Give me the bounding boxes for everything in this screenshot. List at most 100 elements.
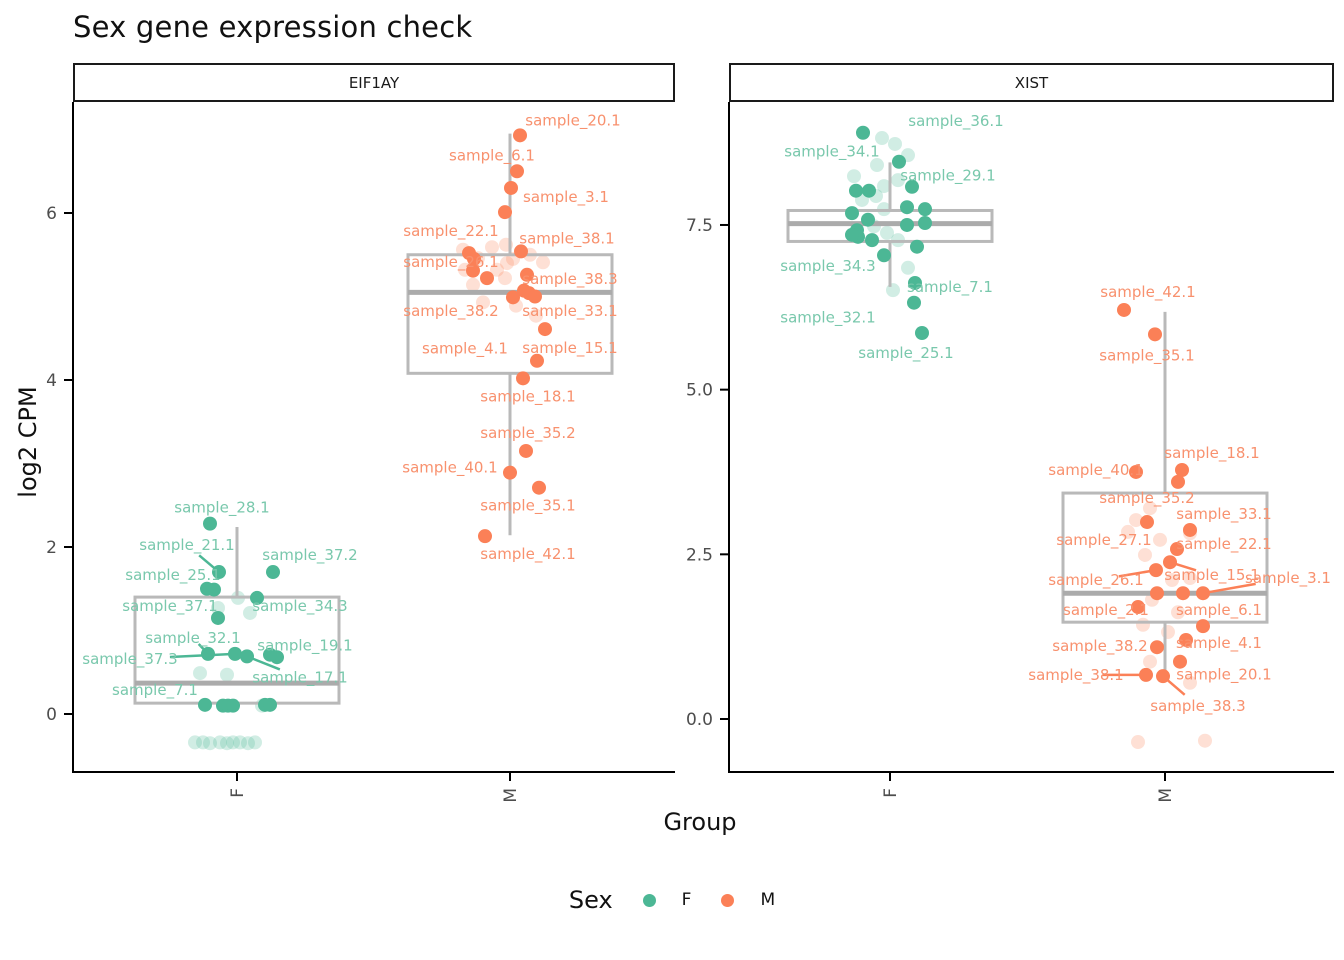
data-point bbox=[845, 227, 859, 242]
data-point bbox=[905, 179, 919, 194]
point-label: sample_34.3 bbox=[780, 257, 875, 276]
data-point bbox=[877, 248, 891, 263]
data-point bbox=[226, 698, 240, 713]
data-point bbox=[519, 443, 533, 458]
data-point bbox=[1131, 600, 1145, 615]
data-point bbox=[506, 290, 520, 305]
data-point bbox=[250, 590, 264, 605]
point-label: sample_15.1 bbox=[522, 339, 617, 358]
point-label: sample_42.1 bbox=[1100, 283, 1195, 302]
data-point bbox=[198, 697, 212, 712]
faint-data-point bbox=[233, 735, 247, 750]
y-tick-label: 7.5 bbox=[686, 216, 713, 236]
facet-strip-eif1ay: EIF1AY bbox=[73, 63, 675, 102]
y-tick-label: 4 bbox=[46, 371, 57, 391]
faint-data-point bbox=[248, 735, 262, 750]
data-point bbox=[520, 267, 534, 282]
faint-data-point bbox=[1171, 605, 1185, 620]
faint-data-point bbox=[529, 308, 543, 323]
point-label: sample_19.1 bbox=[257, 637, 352, 656]
data-point bbox=[908, 275, 922, 290]
faint-data-point bbox=[1131, 735, 1145, 750]
data-point bbox=[1150, 640, 1164, 655]
data-point bbox=[528, 289, 542, 304]
data-point bbox=[910, 239, 924, 254]
point-label: sample_25.1 bbox=[125, 566, 220, 585]
point-label: sample_40.1 bbox=[1048, 461, 1143, 480]
point-label: sample_26.1 bbox=[403, 253, 498, 272]
data-point bbox=[200, 581, 214, 596]
faint-data-point bbox=[500, 256, 514, 271]
faint-data-point bbox=[196, 735, 210, 750]
data-point bbox=[1176, 586, 1190, 601]
faint-data-point bbox=[1161, 625, 1175, 640]
data-point bbox=[478, 529, 492, 544]
data-point bbox=[212, 565, 226, 580]
y-tick-label: 0 bbox=[46, 705, 57, 725]
faint-data-point bbox=[211, 600, 225, 615]
legend-label-m: M bbox=[760, 890, 776, 910]
point-label: sample_27.1 bbox=[1056, 531, 1151, 550]
box bbox=[1061, 491, 1269, 624]
faint-data-point bbox=[1136, 617, 1150, 632]
faint-data-point bbox=[193, 666, 207, 681]
point-label: sample_6.1 bbox=[1176, 601, 1262, 620]
data-point bbox=[514, 244, 528, 259]
faint-data-point bbox=[203, 736, 217, 751]
point-label: sample_38.3 bbox=[522, 270, 617, 289]
data-point bbox=[892, 154, 906, 169]
faint-data-point bbox=[498, 271, 512, 286]
faint-data-point bbox=[536, 255, 550, 270]
faint-data-point bbox=[476, 295, 490, 310]
y-tick-label: 5.0 bbox=[686, 381, 713, 401]
x-tick-label: M bbox=[501, 788, 521, 803]
point-label: sample_20.1 bbox=[1176, 666, 1271, 685]
data-point bbox=[1196, 586, 1210, 601]
faint-data-point bbox=[466, 277, 480, 292]
faint-data-point bbox=[1153, 532, 1167, 547]
point-label: sample_22.1 bbox=[1176, 535, 1271, 554]
x-tick-label: M bbox=[1156, 788, 1176, 803]
data-point bbox=[1183, 522, 1197, 537]
faint-data-point bbox=[888, 136, 902, 151]
point-label: sample_38.2 bbox=[1052, 637, 1147, 656]
point-label: sample_18.1 bbox=[480, 387, 575, 406]
point-label: sample_18.1 bbox=[1164, 444, 1259, 463]
point-label: sample_42.1 bbox=[480, 545, 575, 564]
y-tick-label: 2.5 bbox=[686, 545, 713, 565]
data-point bbox=[516, 371, 530, 386]
data-point bbox=[1171, 474, 1185, 489]
point-label: sample_26.1 bbox=[1048, 571, 1143, 590]
data-point bbox=[861, 212, 875, 227]
faint-data-point bbox=[875, 131, 889, 146]
data-point bbox=[1129, 464, 1143, 479]
data-point bbox=[1156, 669, 1170, 684]
data-point bbox=[228, 646, 242, 661]
data-point bbox=[900, 200, 914, 215]
faint-data-point bbox=[1198, 733, 1212, 748]
data-point bbox=[1175, 463, 1189, 478]
point-label: sample_15.1 bbox=[1164, 566, 1259, 585]
data-point bbox=[510, 164, 524, 179]
x-axis-title: Group bbox=[663, 808, 737, 836]
legend-dot-f-icon bbox=[642, 893, 656, 907]
point-label: sample_38.1 bbox=[519, 229, 614, 248]
data-point bbox=[503, 465, 517, 480]
faint-data-point bbox=[241, 736, 255, 751]
point-label: sample_7.1 bbox=[907, 278, 993, 297]
facet-label: EIF1AY bbox=[348, 73, 400, 92]
data-point bbox=[845, 206, 859, 221]
y-tick-label: 2 bbox=[46, 538, 57, 558]
point-label: sample_35.1 bbox=[1099, 346, 1194, 365]
point-label: sample_37.3 bbox=[82, 650, 177, 669]
faint-data-point bbox=[1143, 501, 1157, 516]
faint-data-point bbox=[213, 735, 227, 750]
faint-data-point bbox=[880, 225, 894, 240]
faint-data-point bbox=[1183, 675, 1197, 690]
facet-label: XIST bbox=[1014, 73, 1049, 92]
faint-data-point bbox=[870, 158, 884, 173]
point-label: sample_29.1 bbox=[900, 167, 995, 186]
point-label: sample_33.1 bbox=[522, 302, 617, 321]
data-point bbox=[918, 215, 932, 230]
